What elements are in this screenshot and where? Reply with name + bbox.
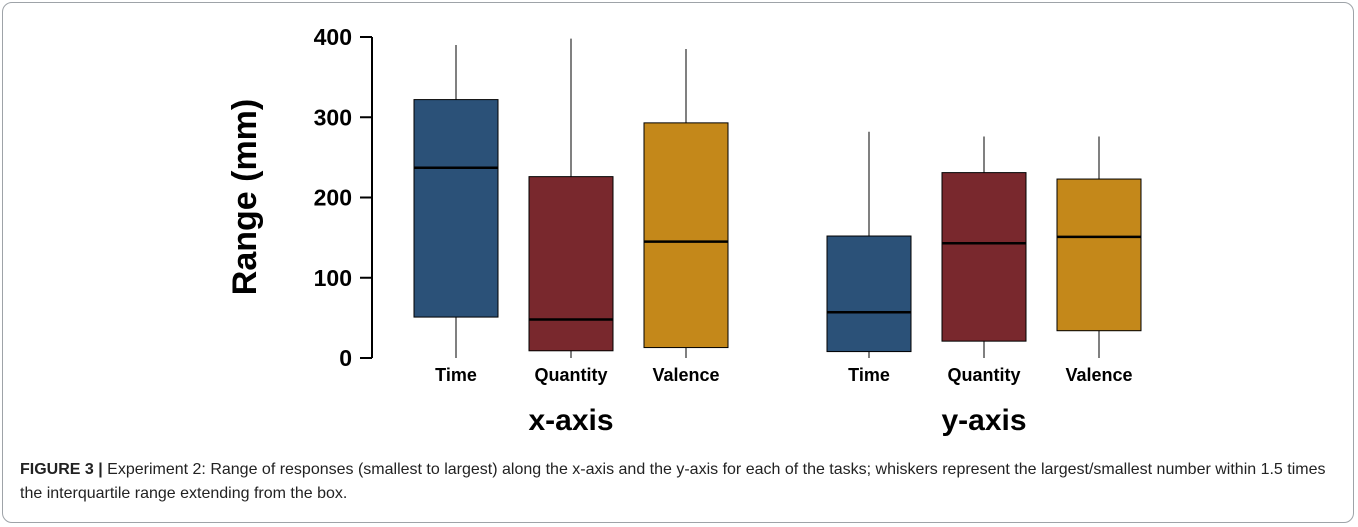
category-label: Quantity [947, 365, 1020, 385]
box-time [413, 99, 499, 318]
box-quantity [528, 176, 614, 352]
group-label: x-axis [528, 404, 613, 437]
box-valence [643, 122, 729, 349]
category-label: Valence [1065, 365, 1132, 385]
caption-label: FIGURE 3 | [20, 461, 103, 478]
box-valence [1056, 178, 1142, 332]
box-time [826, 235, 912, 353]
boxes-layer [413, 38, 1142, 358]
category-label: Quantity [534, 365, 607, 385]
category-label: Valence [652, 365, 719, 385]
y-tick-label: 200 [314, 185, 352, 211]
category-label: Time [848, 365, 890, 385]
figure-caption: FIGURE 3 | Experiment 2: Range of respon… [20, 458, 1340, 506]
caption-text: Experiment 2: Range of responses (smalle… [20, 461, 1326, 502]
box-plot-chart: Range (mm) 0 100 200 300 400 Time Quantity Val… [226, 24, 1142, 437]
y-axis: 0 100 200 300 400 [314, 24, 373, 371]
category-labels-layer: Time Quantity Valence x-axis Time Quantity Val… [435, 365, 1132, 437]
y-tick-label: 400 [314, 24, 352, 50]
y-tick-label: 100 [314, 265, 352, 291]
y-tick-label: 300 [314, 104, 352, 130]
box-quantity [941, 172, 1027, 342]
category-label: Time [435, 365, 477, 385]
group-label: y-axis [941, 404, 1026, 437]
y-tick-label: 0 [339, 345, 352, 371]
y-axis-label: Range (mm) [226, 99, 264, 295]
